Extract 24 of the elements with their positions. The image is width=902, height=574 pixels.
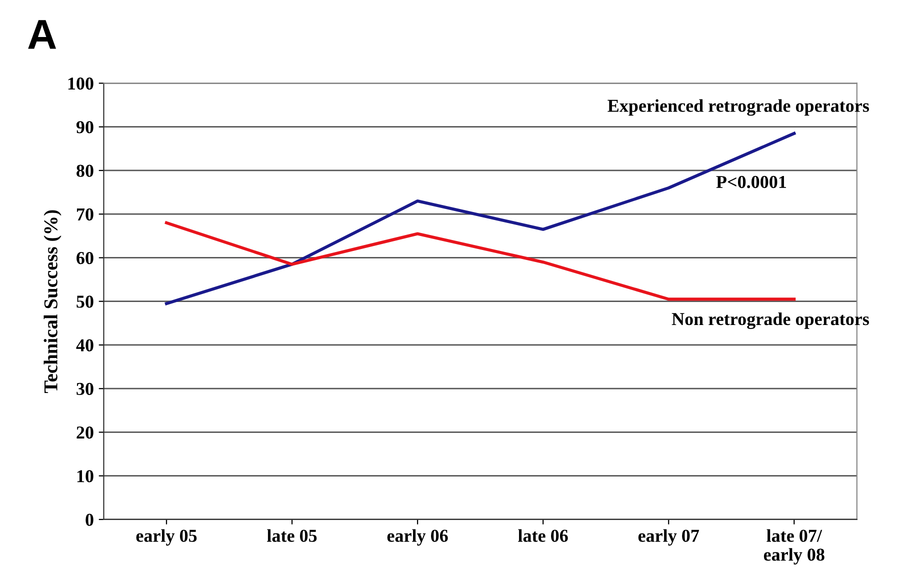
y-tick-label: 80 [76, 164, 94, 177]
y-tick-label: 0 [86, 514, 94, 526]
annotation: P<0.0001 [716, 176, 786, 188]
text: Experienced retrograde operators [608, 99, 870, 116]
x-tick-label: late 07/ early 08 [764, 529, 824, 564]
x-tick-label: early 05 [136, 529, 197, 546]
line-series [164, 221, 796, 301]
line-series [164, 132, 796, 306]
y-tick-label: 50 [76, 296, 94, 308]
x-tick-label: early 06 [387, 529, 448, 546]
chart-title: A [28, 20, 56, 49]
series-label: Non retrograde operators [672, 312, 870, 329]
y-tick-label: 90 [76, 121, 94, 134]
y-tick-label: 10 [77, 470, 94, 482]
y-tick-label: 30 [76, 382, 94, 396]
x-tick-label: late 06 [518, 529, 568, 542]
y-tick-label: 70 [76, 208, 94, 221]
y-axis-title: Technical Success (%) [44, 210, 62, 394]
y-tick-label: 20 [76, 426, 94, 439]
x-tick-label: early 07 [638, 529, 699, 546]
y-tick-label: 60 [76, 252, 94, 264]
x-tick-label: late 05 [267, 529, 317, 542]
y-tick-label: 100 [68, 77, 94, 90]
y-tick-label: 40 [76, 339, 94, 352]
